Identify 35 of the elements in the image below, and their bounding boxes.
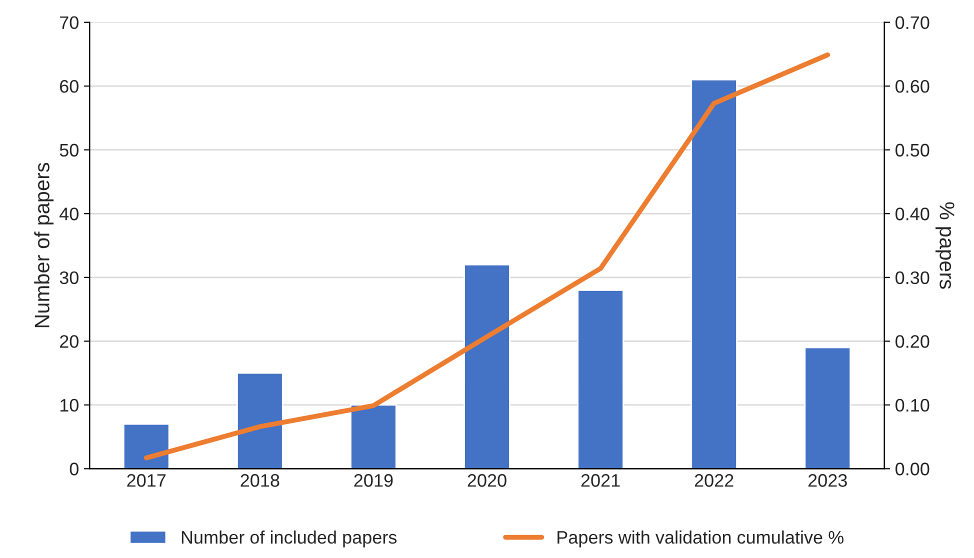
y-tick-label: 20 <box>60 335 78 348</box>
y2-tick-label: 0.50 <box>896 144 930 157</box>
x-tick-label: 2023 <box>808 474 847 487</box>
y2-axis-title: % papers <box>936 202 954 289</box>
x-tick-label: 2022 <box>694 474 734 487</box>
bar <box>122 423 170 469</box>
y2-tick-label: 0.10 <box>896 398 930 412</box>
y2-tick-label: 0.40 <box>896 208 930 220</box>
y2-tick-label: 0.30 <box>896 271 930 284</box>
y-tick-label: 60 <box>60 80 78 93</box>
y2-tick-label: 0.70 <box>896 16 930 30</box>
y-axis-title: Number of papers <box>34 162 54 328</box>
bar <box>464 264 510 469</box>
x-tick-label: 2018 <box>240 474 280 487</box>
bar <box>690 79 738 469</box>
y-tick-label: 40 <box>60 208 78 220</box>
x-tick-label: 2020 <box>468 474 506 487</box>
y-tick-label: 10 <box>60 398 78 412</box>
x-tick-label: 2017 <box>127 474 166 487</box>
legend-label: Papers with validation cumulative % <box>558 530 844 548</box>
y-tick-label: 50 <box>60 144 78 157</box>
bar <box>804 346 852 469</box>
y2-tick-label: 0.60 <box>896 80 930 93</box>
bar <box>236 372 284 469</box>
x-tick-label: 2019 <box>354 474 393 487</box>
line-series <box>144 52 830 460</box>
y2-tick-label: 0.20 <box>896 335 930 348</box>
y-tick-label: 30 <box>60 271 78 284</box>
legend-label: Number of included papers <box>182 530 397 548</box>
y2-tick-label: 0.00 <box>896 462 930 476</box>
x-tick-label: 2021 <box>581 474 620 487</box>
y-tick-label: 70 <box>60 16 78 30</box>
bar <box>350 404 397 469</box>
y-tick-label: 0 <box>70 462 78 476</box>
bar <box>577 289 624 469</box>
